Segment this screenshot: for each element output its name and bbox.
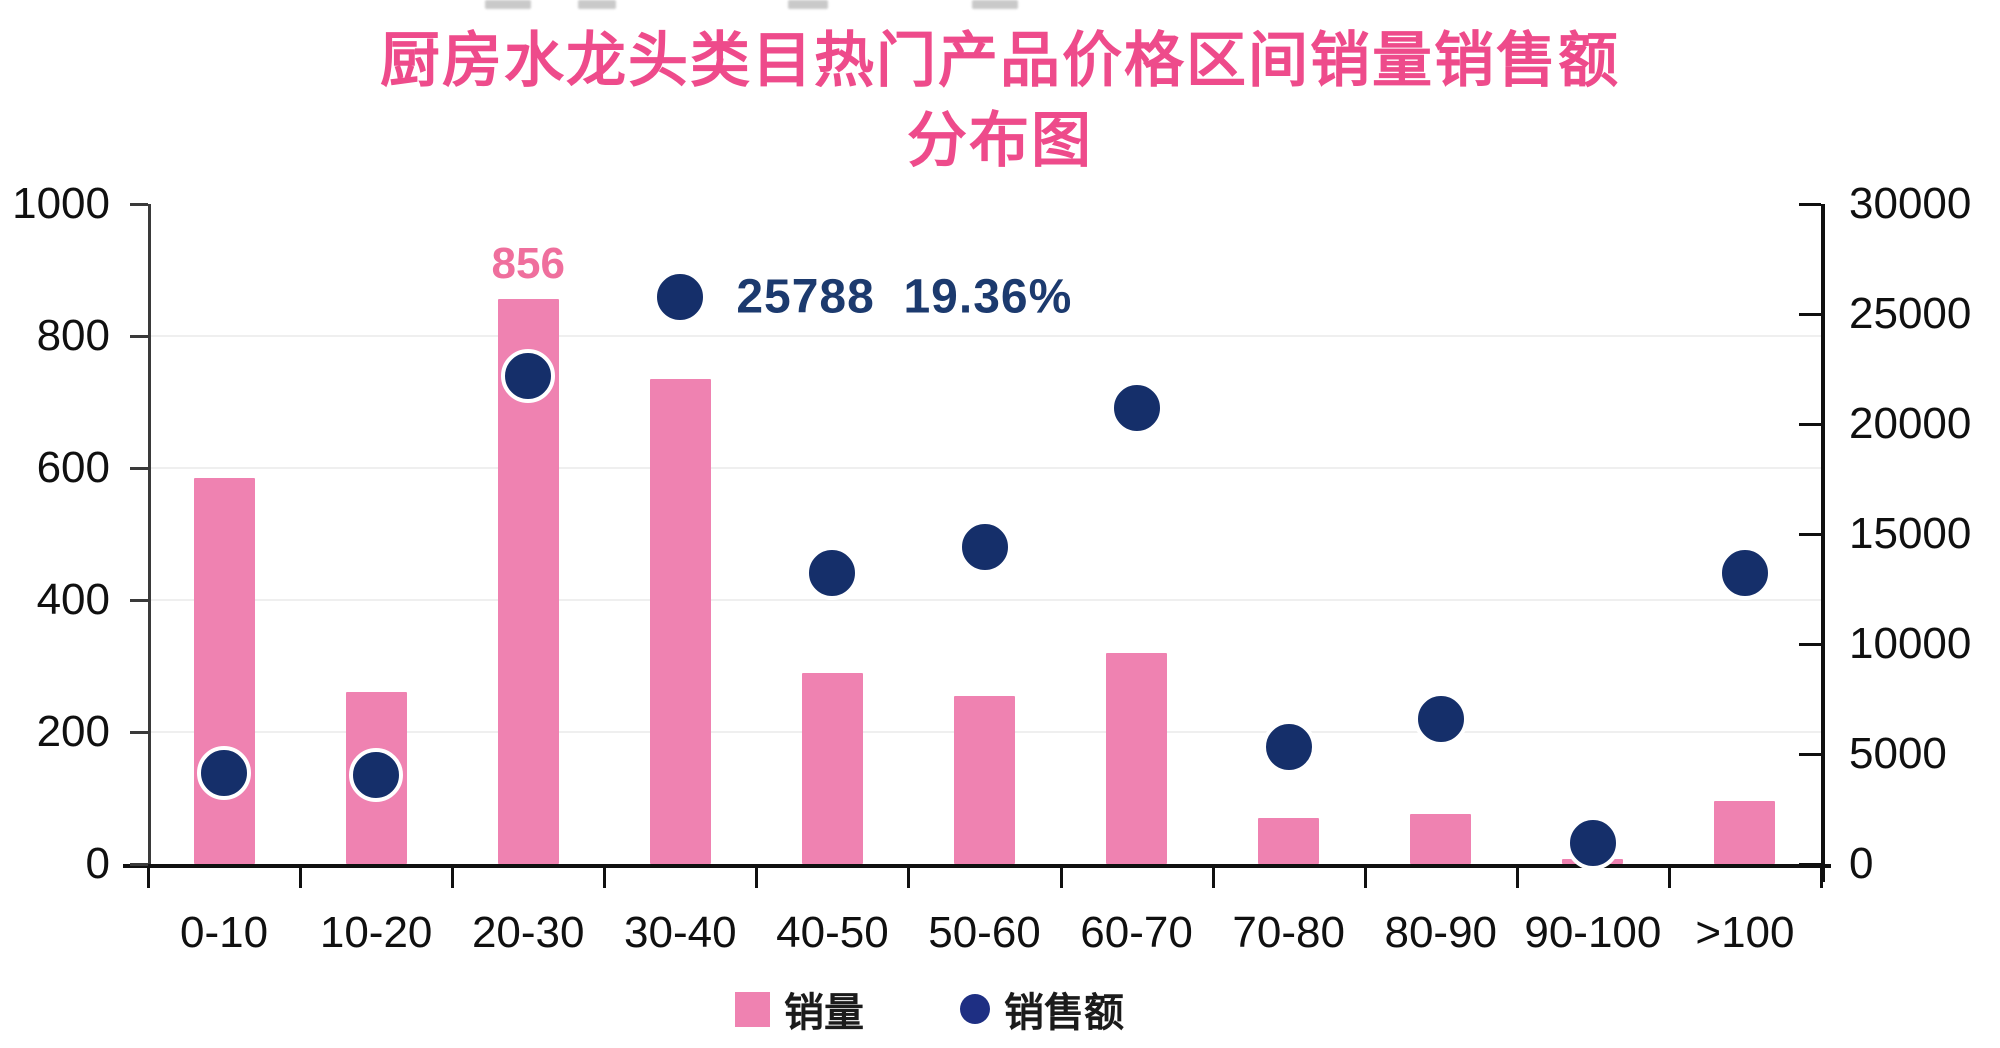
bar-50-60 bbox=[954, 695, 1015, 864]
legend-item-sales-volume[interactable]: 销量 bbox=[735, 980, 864, 1038]
x-axis-category-label: 90-100 bbox=[1524, 908, 1662, 957]
x-axis-category-label: 20-30 bbox=[471, 908, 585, 957]
y-axis-left-tick-label: 1000 bbox=[12, 179, 110, 228]
bar-60-70 bbox=[1106, 652, 1168, 864]
bar-80-90 bbox=[1410, 813, 1472, 864]
legend-label: 销量 bbox=[784, 991, 864, 1035]
y-axis-right-tick-label: 20000 bbox=[1849, 399, 1972, 448]
y-axis-left-tick-label: 0 bbox=[85, 839, 110, 888]
scatter-dot-10-20 bbox=[349, 747, 404, 802]
gridline bbox=[148, 467, 1821, 469]
top-edge-artifact bbox=[972, 0, 1018, 9]
scatter-dot-90-100 bbox=[1565, 816, 1620, 871]
top-edge-artifact bbox=[788, 0, 828, 9]
x-axis-category-label: 50-60 bbox=[928, 908, 1041, 957]
x-axis-tick bbox=[1515, 866, 1519, 888]
y-axis-left-tick bbox=[130, 203, 148, 206]
y-axis-right-tick-label: 10000 bbox=[1849, 619, 1972, 668]
bar-40-50 bbox=[801, 672, 863, 864]
y-axis-right-tick-label: 5000 bbox=[1849, 729, 1947, 778]
scatter-dot->100 bbox=[1717, 545, 1772, 600]
pink-square-swatch-icon bbox=[735, 991, 770, 1027]
legend-item-sales-revenue[interactable]: 销售额 bbox=[960, 980, 1124, 1038]
y-axis-left-tick bbox=[130, 335, 148, 338]
x-axis-tick bbox=[603, 866, 607, 888]
x-axis-tick bbox=[1211, 866, 1215, 888]
navy-circle-swatch-icon bbox=[960, 994, 990, 1024]
scatter-dot-80-90 bbox=[1413, 691, 1468, 746]
chart-title-line2: 分布图 bbox=[907, 107, 1093, 174]
x-axis-tick bbox=[1363, 866, 1367, 888]
y-axis-left-tick bbox=[130, 467, 148, 470]
y-axis-right-tick-label: 15000 bbox=[1849, 509, 1972, 558]
bar->100 bbox=[1714, 801, 1776, 864]
bar-0-10 bbox=[193, 477, 255, 864]
y-axis-right-tick-label: 25000 bbox=[1849, 289, 1972, 338]
y-axis-right-tick-label: 0 bbox=[1849, 839, 1874, 888]
top-edge-artifact bbox=[578, 0, 616, 9]
y-axis-left-line bbox=[148, 204, 151, 868]
y-axis-right-tick-label: 30000 bbox=[1849, 179, 1972, 228]
scatter-dot-60-70 bbox=[1109, 380, 1164, 435]
scatter-dot-0-10 bbox=[197, 745, 252, 800]
y-axis-right-line bbox=[1821, 204, 1825, 882]
gridline bbox=[148, 599, 1821, 601]
bar-value-label: 856 bbox=[491, 239, 565, 289]
y-axis-right-tick bbox=[1799, 313, 1821, 316]
y-axis-right-tick bbox=[1799, 533, 1821, 536]
gridline bbox=[148, 335, 1821, 337]
scatter-dot-30-40 bbox=[653, 269, 708, 324]
y-axis-left-tick bbox=[130, 599, 148, 602]
top-edge-artifact bbox=[485, 0, 531, 9]
y-axis-left-tick-label: 800 bbox=[36, 311, 110, 360]
x-axis-category-label: >100 bbox=[1695, 908, 1795, 957]
x-axis-category-label: 30-40 bbox=[624, 908, 737, 957]
bar-70-80 bbox=[1258, 817, 1320, 864]
chart-legend: 销量 销售额 bbox=[735, 980, 1124, 1038]
x-axis-tick bbox=[1059, 866, 1063, 888]
y-axis-left-tick-label: 200 bbox=[36, 707, 110, 756]
x-axis-category-label: 10-20 bbox=[319, 908, 433, 957]
y-axis-left-tick-label: 600 bbox=[36, 443, 110, 492]
y-axis-right-tick bbox=[1799, 643, 1821, 646]
scatter-dot-40-50 bbox=[805, 545, 860, 600]
x-axis-tick bbox=[907, 866, 911, 888]
x-axis-category-label: 60-70 bbox=[1080, 908, 1193, 957]
x-axis-tick bbox=[147, 866, 150, 888]
scatter-dot-50-60 bbox=[957, 520, 1012, 575]
x-axis-tick bbox=[755, 866, 759, 888]
y-axis-right-tick bbox=[1799, 423, 1821, 426]
x-axis-line bbox=[123, 864, 1831, 868]
bar-30-40 bbox=[649, 378, 711, 864]
legend-label: 销售额 bbox=[1004, 991, 1124, 1035]
y-axis-right-tick bbox=[1799, 203, 1821, 206]
x-axis-tick bbox=[299, 866, 303, 888]
y-axis-right-tick bbox=[1799, 753, 1821, 756]
y-axis-left-tick-label: 400 bbox=[36, 575, 110, 624]
y-axis-left-tick bbox=[130, 863, 148, 866]
x-axis-tick bbox=[1667, 866, 1671, 888]
scatter-dot-20-30 bbox=[501, 348, 556, 403]
x-axis-category-label: 40-50 bbox=[776, 908, 889, 957]
x-axis-tick bbox=[1820, 866, 1823, 888]
x-axis-category-label: 80-90 bbox=[1384, 908, 1498, 957]
y-axis-left-tick bbox=[130, 731, 148, 734]
x-axis-category-label: 0-10 bbox=[179, 908, 269, 957]
y-axis-right-tick bbox=[1799, 863, 1821, 866]
chart-title-line1: 厨房水龙头类目热门产品价格区间销量销售额 bbox=[380, 27, 1620, 94]
scatter-dot-70-80 bbox=[1261, 720, 1316, 775]
x-axis-category-label: 70-80 bbox=[1232, 908, 1345, 957]
dot-value-label: 25788 19.36% bbox=[736, 270, 1073, 324]
x-axis-tick bbox=[451, 866, 455, 888]
